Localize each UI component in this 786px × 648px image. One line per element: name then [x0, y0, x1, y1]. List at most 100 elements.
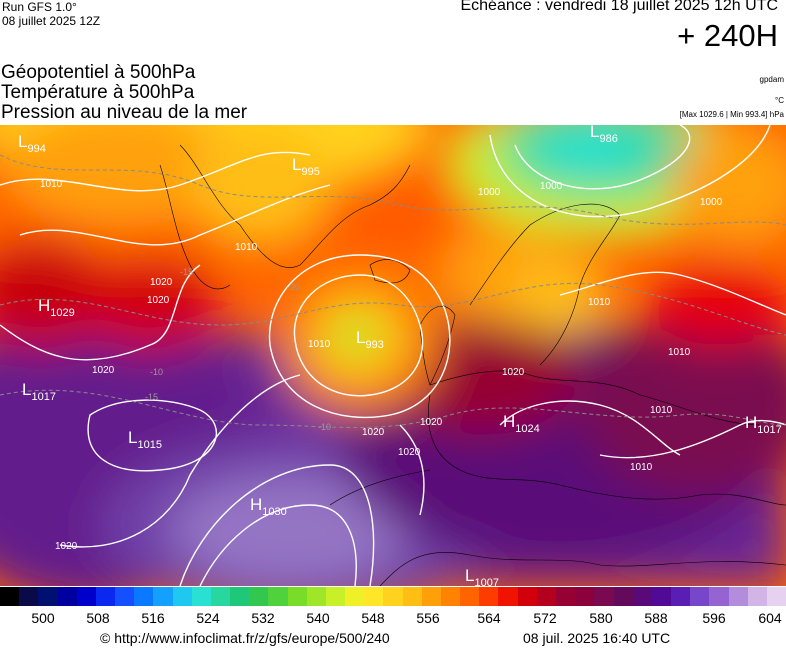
isobar-label: 1010: [650, 405, 673, 416]
low-pressure-center: L993: [356, 328, 384, 351]
isobar-label: 1000: [478, 187, 501, 198]
colorbar-swatch: [402, 587, 422, 606]
colorbar-ticks: 500 508 516 524 532 540 548 556 564 572 580 588 596 6…: [0, 610, 786, 628]
isotherm-label: -10: [150, 367, 163, 377]
colorbar-swatch: [728, 587, 748, 606]
map-canvas: L994 L995 L986 H1029 L993 L1017 L1015 H1024 H101…: [0, 125, 786, 586]
colorbar-swatch: [440, 587, 461, 606]
isotherm-label: -10: [318, 422, 331, 432]
low-pressure-center: L1007: [465, 566, 499, 586]
generated-timestamp: 08 juil. 2025 16:40 UTC: [523, 630, 671, 646]
isobar-label: 1020: [150, 277, 173, 288]
isobar-label: 1010: [630, 462, 653, 473]
title-pressure: Pression au niveau de la mer: [1, 102, 248, 123]
colorbar-tick-label: 516: [141, 610, 165, 626]
colorbar-swatch: [191, 587, 211, 606]
colorbar-tick-label: 596: [702, 610, 726, 626]
isobar-label: 1020: [398, 447, 421, 458]
colorbar-swatch: [325, 587, 346, 606]
colorbar-swatch: [460, 587, 480, 606]
colorbar-swatch: [134, 587, 154, 606]
colorbar-swatch: [57, 587, 77, 606]
colorbar-tick-label: 508: [86, 610, 110, 626]
isobar-label: 1010: [235, 242, 258, 253]
colorbar-swatch: [536, 587, 556, 606]
colorbar-swatch: [575, 587, 595, 606]
weather-map: L994 L995 L986 H1029 L993 L1017 L1015 H1024 H101…: [0, 125, 786, 586]
run-date: 08 juillet 2025 12Z: [2, 14, 101, 28]
colorbar-swatch: [517, 587, 537, 606]
isobar-label: 1020: [55, 541, 78, 552]
forecast-valid-time: Echéance : vendredi 18 juillet 2025 12h …: [460, 0, 778, 14]
colorbar-tick-label: 564: [477, 610, 501, 626]
unit-temperature: °C: [775, 96, 784, 105]
colorbar-swatch: [421, 587, 441, 606]
isobar-label: 1020: [362, 427, 385, 438]
isobar-label: 1010: [668, 347, 691, 358]
colorbar-tick-label: 604: [758, 610, 782, 626]
colorbar-swatch: [153, 587, 173, 606]
low-pressure-center: L986: [590, 125, 618, 145]
colorbar-tick-label: 556: [416, 610, 440, 626]
colorbar-swatch: [268, 587, 288, 606]
low-pressure-center: L995: [292, 155, 320, 178]
lead-time: + 240H: [677, 18, 778, 53]
high-pressure-center: H1017: [745, 413, 782, 436]
isobar-label: 1020: [147, 295, 170, 306]
isotherm-label: -20: [287, 282, 300, 292]
colorbar-swatch: [613, 587, 633, 606]
title-temperature: Température à 500hPa: [1, 82, 195, 103]
isobar-label: 1020: [502, 367, 525, 378]
low-pressure-center: L1017: [22, 380, 56, 403]
high-pressure-center: H1030: [250, 495, 287, 518]
colorbar-swatch: [364, 587, 384, 606]
isobar-label: 1000: [700, 197, 723, 208]
isobar-label: 1000: [540, 181, 563, 192]
colorbar-tick-label: 580: [589, 610, 613, 626]
low-pressure-center: L1015: [128, 428, 162, 451]
colorbar-swatch: [287, 587, 307, 606]
colorbar-swatch: [95, 587, 116, 606]
colorbar-swatch: [345, 587, 365, 606]
colorbar-swatch: [115, 587, 135, 606]
colorbar-tick-label: 548: [361, 610, 385, 626]
colorbar-tick-label: 524: [196, 610, 220, 626]
high-pressure-center: H1029: [38, 296, 75, 319]
colorbar-swatch: [383, 587, 403, 606]
colorbar-swatch: [210, 587, 231, 606]
colorbar-swatch: [766, 587, 786, 606]
colorbar-swatch: [498, 587, 518, 606]
geopotential-field: [0, 125, 786, 586]
colorbar-swatch: [172, 587, 192, 606]
isotherms: [0, 154, 786, 428]
colorbar-swatch: [747, 587, 767, 606]
copyright-link[interactable]: © http://www.infoclimat.fr/z/gfs/europe/…: [100, 630, 390, 646]
low-pressure-center: L994: [18, 132, 46, 155]
colorbar-swatch: [479, 587, 499, 606]
colorbar-swatch: [632, 587, 652, 606]
colorbar-tick-label: 572: [533, 610, 557, 626]
colorbar-swatch: [651, 587, 672, 606]
isobar-label: 1020: [420, 417, 443, 428]
high-pressure-center: H1024: [503, 412, 540, 435]
colorbar-swatch: [709, 587, 729, 606]
run-label: Run GFS 1.0°: [2, 0, 77, 14]
colorbar-tick-label: 500: [31, 610, 55, 626]
colorbar-swatch: [230, 587, 250, 606]
coastlines: [159, 144, 786, 586]
colorbar-swatch: [306, 587, 326, 606]
colorbar-tick-label: 540: [306, 610, 330, 626]
isobar-label: 1010: [588, 297, 611, 308]
colorbar: [0, 587, 786, 606]
colorbar-tick-label: 532: [251, 610, 275, 626]
colorbar-swatch: [555, 587, 576, 606]
colorbar-swatch: [76, 587, 96, 606]
colorbar-swatch: [19, 587, 39, 606]
unit-geopotential: gpdam: [759, 75, 784, 84]
isotherm-label: -15: [180, 267, 193, 277]
colorbar-tick-label: 588: [644, 610, 668, 626]
isobars: [0, 125, 786, 586]
title-geopotential: Géopotentiel à 500hPa: [1, 62, 196, 83]
colorbar-swatch: [690, 587, 710, 606]
colorbar-swatch: [671, 587, 691, 606]
